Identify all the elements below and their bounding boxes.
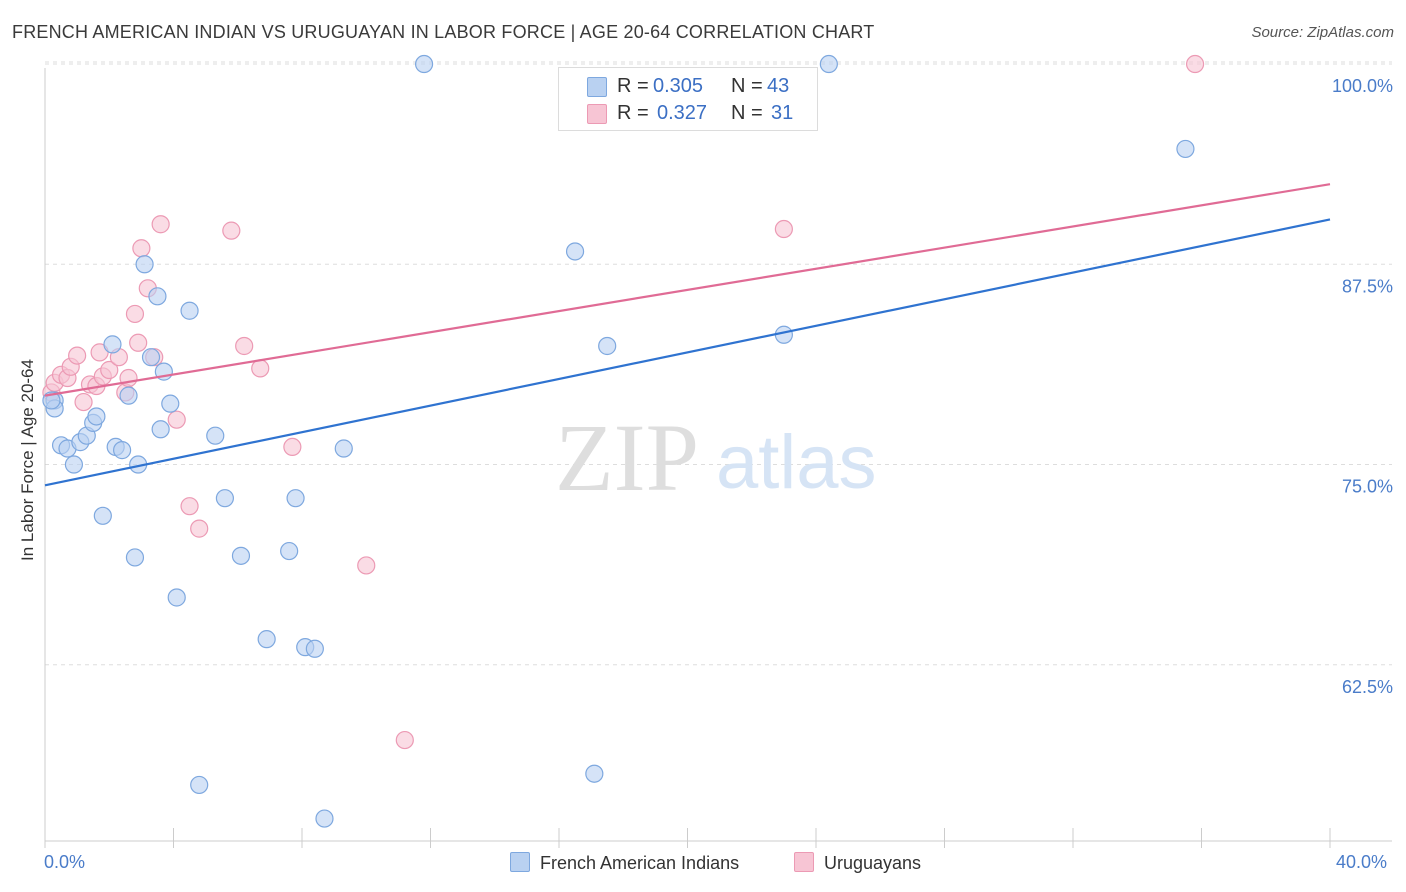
axes bbox=[44, 68, 1392, 848]
legend-swatch-blue bbox=[510, 852, 530, 872]
data-point bbox=[357, 556, 376, 575]
trend-lines bbox=[44, 183, 1331, 487]
data-point bbox=[74, 392, 93, 412]
source-label: Source: ZipAtlas.com bbox=[1251, 24, 1394, 41]
data-point bbox=[68, 346, 87, 365]
legend-r-label: R = bbox=[617, 102, 649, 124]
data-point bbox=[231, 546, 251, 565]
y-tick-labels: 62.5% 75.0% 87.5% 100.0% bbox=[1332, 76, 1393, 697]
y-tick-label: 75.0% bbox=[1342, 477, 1393, 497]
data-point bbox=[180, 301, 199, 320]
trend-line-uruguayans bbox=[44, 183, 1331, 397]
data-point bbox=[93, 506, 112, 525]
data-point bbox=[161, 394, 180, 413]
data-point bbox=[598, 336, 617, 356]
y-tick-label: 100.0% bbox=[1332, 76, 1393, 96]
data-point bbox=[1185, 54, 1205, 74]
data-point bbox=[125, 548, 145, 567]
correlation-legend: R = 0.305 N = 43 R = 0.327 N = 31 bbox=[558, 67, 818, 131]
x-tick-label-min: 0.0% bbox=[44, 852, 86, 872]
data-point bbox=[148, 287, 167, 306]
data-point bbox=[565, 242, 585, 261]
data-point bbox=[190, 519, 209, 538]
data-point bbox=[87, 407, 106, 426]
data-point bbox=[235, 336, 254, 356]
data-point bbox=[315, 809, 334, 828]
legend-n-value: 43 bbox=[767, 75, 790, 97]
data-point bbox=[257, 630, 276, 649]
french-american-indians-points bbox=[42, 54, 1195, 828]
data-point bbox=[414, 54, 434, 74]
watermark-zip: ZIP bbox=[555, 404, 699, 511]
data-point bbox=[585, 764, 604, 783]
y-tick-label: 87.5% bbox=[1342, 276, 1393, 296]
data-point bbox=[141, 348, 161, 367]
gridlines bbox=[45, 61, 1392, 666]
legend-r-value: 0.305 bbox=[653, 75, 704, 97]
y-tick-label: 62.5% bbox=[1342, 677, 1393, 697]
data-point bbox=[283, 437, 302, 457]
legend-n-label: N = bbox=[731, 102, 763, 124]
legend-label: Uruguayans bbox=[824, 853, 922, 873]
y-axis-label: In Labor Force | Age 20-64 bbox=[18, 359, 37, 561]
data-point bbox=[90, 343, 109, 362]
x-tick-label-max: 40.0% bbox=[1336, 852, 1388, 872]
data-point bbox=[190, 775, 209, 795]
data-point bbox=[222, 221, 241, 240]
chart-title: FRENCH AMERICAN INDIAN VS URUGUAYAN IN L… bbox=[12, 22, 875, 42]
data-point bbox=[151, 420, 170, 439]
data-point bbox=[167, 410, 186, 429]
data-point bbox=[395, 730, 414, 750]
legend-label: French American Indians bbox=[540, 853, 740, 873]
data-point bbox=[305, 639, 324, 658]
data-point bbox=[286, 489, 305, 508]
legend-swatch-pink bbox=[794, 852, 814, 872]
trend-line-french-american-indians bbox=[44, 218, 1331, 487]
uruguayans-points bbox=[42, 54, 1205, 750]
watermark-atlas: atlas bbox=[716, 420, 877, 505]
watermark: ZIP atlas bbox=[555, 404, 877, 511]
legend-n-label: N = bbox=[731, 75, 763, 97]
data-point bbox=[112, 441, 132, 460]
data-point bbox=[251, 359, 270, 378]
data-point bbox=[119, 386, 138, 405]
data-point bbox=[774, 219, 793, 239]
data-point bbox=[334, 439, 353, 458]
data-point bbox=[280, 541, 299, 561]
legend-n-value: 31 bbox=[771, 102, 794, 124]
data-point bbox=[125, 304, 145, 324]
legend-item-uruguayans: Uruguayans bbox=[794, 852, 921, 874]
legend-swatch-pink bbox=[587, 104, 607, 124]
data-point bbox=[819, 54, 838, 74]
legend-item-french-american-indians: French American Indians bbox=[510, 852, 739, 874]
legend-r-value: 0.327 bbox=[657, 102, 708, 124]
data-point bbox=[151, 215, 170, 234]
data-point bbox=[132, 239, 151, 258]
legend-swatch-blue bbox=[587, 77, 607, 97]
data-point bbox=[135, 255, 154, 274]
data-point bbox=[167, 588, 186, 607]
data-point bbox=[103, 335, 122, 354]
data-point bbox=[64, 455, 84, 474]
data-point bbox=[215, 489, 234, 508]
data-point bbox=[129, 333, 148, 352]
data-point bbox=[1176, 139, 1195, 159]
legend-r-label: R = bbox=[617, 75, 649, 97]
data-point bbox=[206, 426, 225, 445]
data-point bbox=[180, 497, 199, 516]
data-point bbox=[100, 360, 119, 380]
